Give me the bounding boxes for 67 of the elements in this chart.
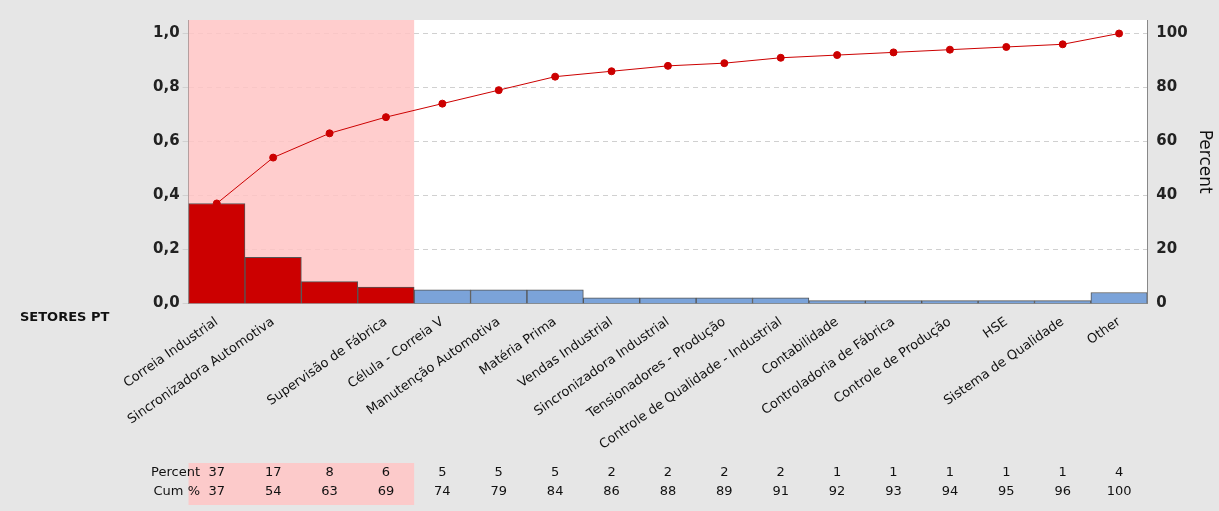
point: [551, 72, 560, 81]
point: [607, 67, 616, 76]
text: Cum %: [153, 483, 200, 499]
data-label: 100: [1106, 483, 1132, 499]
data-label: 89: [716, 483, 733, 499]
y-tick-label: 0,6: [152, 131, 180, 150]
y-tick-label: 0,0: [152, 293, 180, 312]
y2-tick-label: 80: [1156, 77, 1178, 96]
data-label: 2: [607, 464, 616, 480]
point: [720, 59, 729, 68]
y-tick-label: 0,4: [152, 185, 180, 204]
data-label: 5: [438, 464, 447, 480]
data-label: 2: [720, 464, 729, 480]
point: [776, 53, 785, 62]
data-label: 17: [264, 464, 282, 480]
x-axis-title: SETORES PT: [20, 308, 110, 324]
data-label: 84: [546, 483, 564, 499]
y2-tick-label: 40: [1156, 185, 1178, 204]
data-label: 1: [889, 464, 898, 480]
data-label: 6: [381, 464, 391, 480]
point: [325, 129, 334, 138]
y-tick-label: 0,8: [152, 77, 180, 96]
y-tick-label: 1,0: [152, 23, 180, 42]
point: [945, 45, 954, 54]
y2-tick-label: 20: [1156, 239, 1178, 258]
text: Percent: [151, 464, 200, 480]
data-label: 1: [832, 464, 842, 480]
data-label: 1: [1058, 464, 1067, 480]
x-tick-label: HSE: [979, 313, 1010, 341]
data-label: 1: [1002, 464, 1011, 480]
data-label: 63: [321, 483, 338, 499]
point: [1058, 40, 1067, 49]
data-label: 91: [772, 483, 789, 499]
data-label: 88: [659, 483, 677, 499]
data-label: 2: [663, 464, 673, 480]
point: [494, 86, 503, 95]
y2-axis-title: Percent: [1196, 129, 1217, 194]
data-label: 5: [551, 464, 560, 480]
data-label: 94: [941, 483, 959, 499]
y2-tick-label: 60: [1156, 131, 1178, 150]
data-label: 74: [434, 483, 451, 499]
point: [269, 153, 278, 162]
data-label: 96: [1054, 483, 1071, 499]
data-label: 79: [490, 483, 508, 499]
data-label: 2: [776, 464, 785, 480]
data-label: 5: [494, 464, 503, 480]
data-label: 37: [208, 483, 226, 499]
y-tick-label: 0,2: [152, 239, 180, 258]
data-label: 93: [885, 483, 902, 499]
data-label: 37: [208, 464, 226, 480]
point: [438, 99, 447, 108]
data-label: 54: [264, 483, 282, 499]
data-label: 4: [1114, 464, 1124, 480]
point: [663, 61, 672, 70]
point: [1002, 42, 1011, 51]
data-label: 1: [945, 464, 955, 480]
point: [1115, 29, 1124, 38]
data-label: 95: [998, 483, 1015, 499]
data-label: 92: [828, 483, 846, 499]
data-label: 8: [325, 464, 334, 480]
point: [889, 48, 898, 57]
point: [833, 51, 842, 60]
data-label: 86: [603, 483, 620, 499]
point: [381, 113, 390, 122]
data-label: 69: [377, 483, 395, 499]
y2-tick-label: 100: [1156, 23, 1188, 42]
y2-tick-label: 0: [1156, 293, 1167, 312]
